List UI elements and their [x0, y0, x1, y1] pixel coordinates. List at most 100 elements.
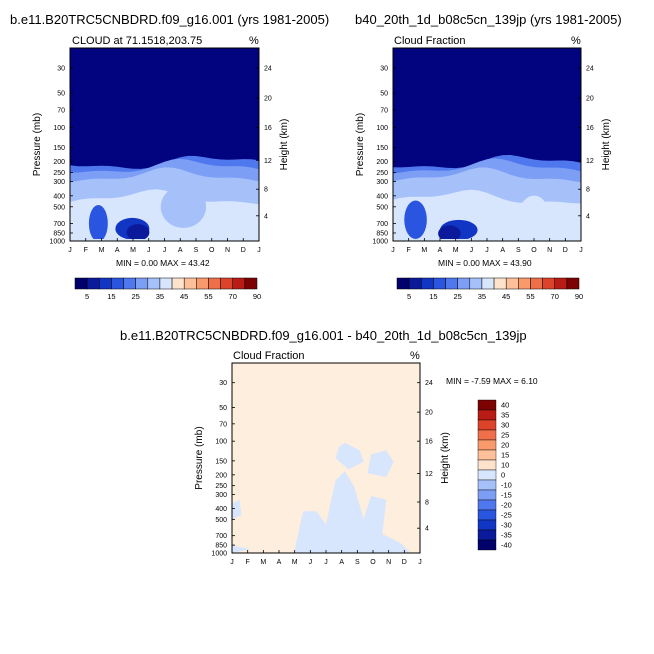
colorbar-box [477, 429, 497, 441]
x-tick-label: A [277, 559, 282, 566]
contour-core [518, 195, 550, 236]
colorbar-label: -25 [501, 511, 512, 520]
colorbar-box [232, 277, 246, 290]
y-tick-label: 50 [57, 91, 65, 98]
colorbar-box [477, 459, 497, 471]
colorbar-box [477, 479, 497, 491]
colorbar-box [542, 277, 555, 290]
panel2-minmax: MIN = 0.00 MAX = 43.90 [438, 258, 532, 268]
colorbar-box [86, 277, 100, 290]
y2-axis-label: Height (km) [601, 119, 612, 171]
x-tick-label: S [355, 559, 360, 566]
colorbar-box [244, 277, 258, 290]
y-tick-label: 300 [376, 179, 388, 186]
x-tick-label: J [147, 247, 151, 254]
x-tick-label: A [115, 247, 120, 254]
colorbar-box [554, 277, 568, 290]
colorbar-box [481, 277, 495, 290]
y-tick-label: 850 [53, 230, 65, 237]
y-tick-label: 500 [53, 204, 65, 211]
colorbar-label: 35 [501, 411, 509, 420]
colorbar-label: 45 [502, 292, 510, 301]
y-tick-label: 500 [376, 204, 388, 211]
panel1-subtitle: CLOUD at 71.1518,203.75 [72, 35, 203, 47]
colorbar-label: 10 [501, 461, 509, 470]
panel3-plot [231, 362, 421, 554]
colorbar-box [530, 277, 543, 290]
colorbar-box [111, 277, 124, 290]
colorbar-box [477, 529, 497, 541]
y-tick-label: 250 [376, 170, 388, 177]
colorbar-box [123, 277, 136, 290]
x-tick-label: F [84, 247, 88, 254]
colorbar-box [445, 277, 458, 290]
panel1-plot [69, 47, 260, 242]
y-tick-label: 30 [219, 380, 227, 387]
y-tick-label: 70 [57, 107, 65, 114]
x-tick-label: M [292, 559, 298, 566]
y-axis-label: Pressure (mb) [194, 426, 205, 489]
colorbar-box [220, 277, 233, 290]
y2-tick-label: 12 [264, 158, 272, 165]
panel2-subtitle: Cloud Fraction [394, 35, 466, 47]
x-tick-label: J [485, 247, 489, 254]
panel1-title: b.e11.B20TRC5CNBDRD.f09_g16.001 (yrs 198… [10, 12, 330, 27]
panel3-title: b.e11.B20TRC5CNBDRD.f09_g16.001 - b40_20… [120, 328, 527, 343]
panel2-units: % [571, 35, 581, 47]
y-tick-label: 200 [376, 159, 388, 166]
y2-tick-label: 4 [425, 526, 429, 533]
colorbar-box [566, 277, 580, 290]
x-tick-label: F [407, 247, 411, 254]
x-tick-label: J [324, 559, 328, 566]
colorbar-label: 70 [229, 292, 237, 301]
colorbar-box [477, 419, 497, 431]
x-tick-label: M [130, 247, 136, 254]
x-tick-label: J [163, 247, 167, 254]
colorbar-box [208, 277, 221, 290]
y-tick-label: 700 [215, 533, 227, 540]
y2-axis-label: Height (km) [279, 119, 290, 171]
y-tick-label: 150 [215, 458, 227, 465]
colorbar-label: 5 [85, 292, 89, 301]
colorbar-box [183, 277, 197, 290]
x-tick-label: N [225, 247, 230, 254]
colorbar-box [74, 277, 88, 290]
x-tick-label: M [453, 247, 459, 254]
x-tick-label: S [194, 247, 199, 254]
colorbar-label: 25 [453, 292, 461, 301]
y2-tick-label: 20 [586, 95, 594, 102]
y2-tick-label: 20 [264, 95, 272, 102]
x-tick-label: A [178, 247, 183, 254]
x-tick-label: F [246, 559, 250, 566]
y-tick-label: 50 [219, 405, 227, 412]
colorbar-box [421, 277, 434, 290]
y2-tick-label: 4 [586, 213, 590, 220]
y-tick-label: 400 [376, 193, 388, 200]
colorbar-box [171, 277, 185, 290]
y-tick-label: 200 [53, 159, 65, 166]
x-tick-label: D [402, 559, 407, 566]
contour-core [404, 200, 427, 239]
x-tick-label: N [386, 559, 391, 566]
x-tick-label: J [309, 559, 313, 566]
x-tick-label: J [68, 247, 72, 254]
colorbar-box [457, 277, 471, 290]
x-tick-label: N [547, 247, 552, 254]
x-tick-label: J [391, 247, 395, 254]
colorbar-box [477, 469, 497, 481]
colorbar-label: 45 [180, 292, 188, 301]
y2-tick-label: 8 [586, 187, 590, 194]
x-tick-label: A [500, 247, 505, 254]
colorbar-label: 0 [501, 471, 505, 480]
colorbar-label: 30 [501, 421, 509, 430]
panel1-units: % [249, 35, 259, 47]
panel1-minmax: MIN = 0.00 MAX = 43.42 [116, 258, 210, 268]
y2-tick-label: 16 [264, 125, 272, 132]
y2-tick-label: 4 [264, 213, 268, 220]
x-tick-label: J [230, 559, 234, 566]
y-tick-label: 250 [53, 170, 65, 177]
colorbar-label: 55 [204, 292, 212, 301]
y-tick-label: 700 [376, 221, 388, 228]
x-tick-label: J [470, 247, 474, 254]
y-tick-label: 1000 [211, 551, 227, 558]
